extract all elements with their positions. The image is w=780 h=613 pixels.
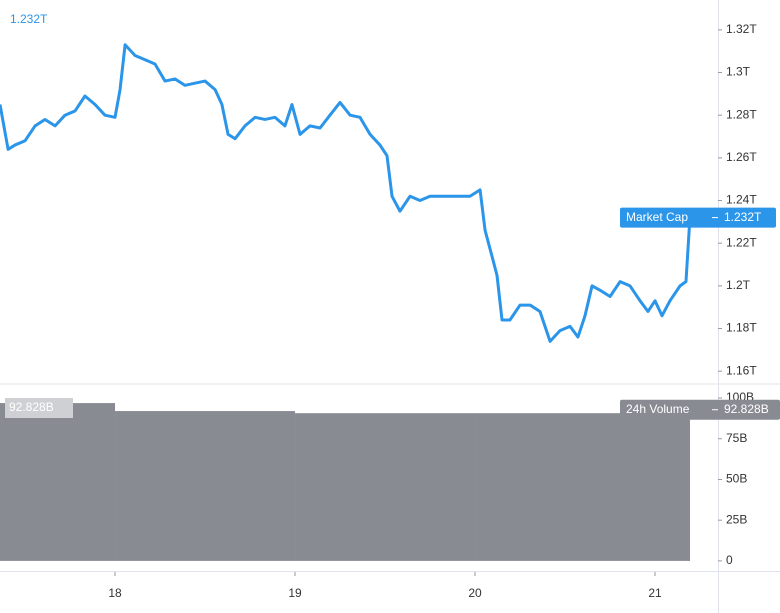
last-value: 92.828B bbox=[724, 402, 769, 416]
volume-bar bbox=[0, 403, 116, 561]
value-tag bbox=[620, 399, 780, 420]
y-tick-label: 1.32T bbox=[726, 22, 757, 36]
y-tick-label: 0 bbox=[726, 553, 733, 567]
y-tick-label: 50B bbox=[726, 472, 747, 486]
y-tick-label: 1.18T bbox=[726, 321, 757, 335]
volume-bar bbox=[115, 411, 296, 561]
x-tick-label: 18 bbox=[108, 586, 122, 600]
current-value: 92.828B bbox=[9, 400, 54, 414]
x-tick-label: 20 bbox=[468, 586, 482, 600]
volume-bar bbox=[687, 409, 690, 561]
x-tick-label: 19 bbox=[288, 586, 302, 600]
market-cap-line bbox=[0, 43, 692, 343]
y-tick-label: 1.26T bbox=[726, 150, 757, 164]
y-tick-label: 1.22T bbox=[726, 235, 757, 249]
value-tag bbox=[620, 207, 776, 228]
volume-bar bbox=[295, 413, 476, 561]
current-value: 1.232T bbox=[10, 12, 48, 26]
y-tick-label: 75B bbox=[726, 431, 747, 445]
x-tick-label: 21 bbox=[648, 586, 662, 600]
y-tick-label: 1.28T bbox=[726, 107, 757, 121]
volume-bar bbox=[475, 413, 690, 561]
y-tick-label: 1.3T bbox=[726, 65, 751, 79]
y-tick-label: 1.2T bbox=[726, 278, 751, 292]
current-value-bg bbox=[5, 398, 73, 418]
y-tick-label: 25B bbox=[726, 512, 747, 526]
series-name: Market Cap bbox=[626, 210, 688, 224]
y-tick-label: 1.16T bbox=[726, 363, 757, 377]
y-tick-label: 1.24T bbox=[726, 193, 757, 207]
last-value: 1.232T bbox=[724, 210, 762, 224]
series-name: 24h Volume bbox=[626, 402, 690, 416]
